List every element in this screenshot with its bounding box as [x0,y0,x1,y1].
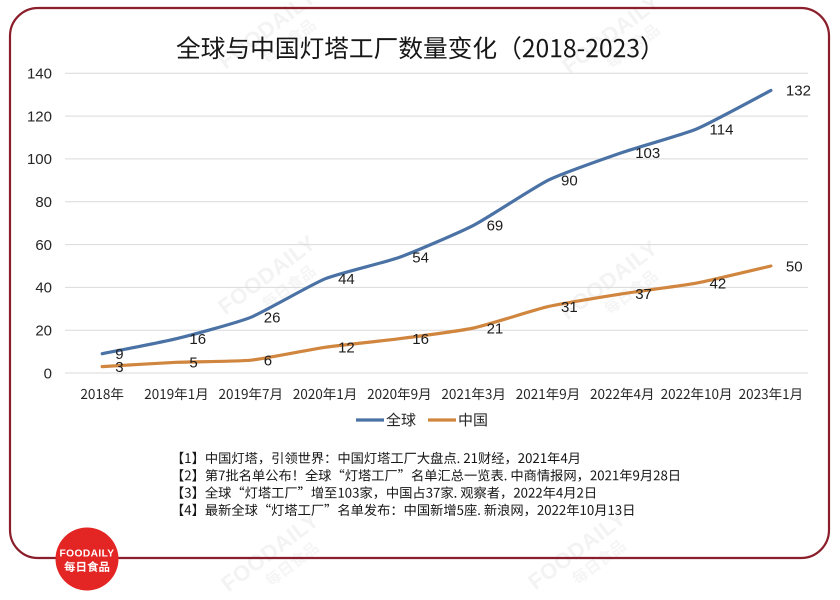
svg-text:132: 132 [786,83,811,100]
svg-text:37: 37 [635,286,652,303]
svg-text:103: 103 [635,145,660,162]
svg-text:21: 21 [487,320,504,337]
svg-text:FOODAILY: FOODAILY [213,230,320,320]
svg-text:16: 16 [189,331,206,348]
svg-text:FOODAILY: FOODAILY [216,507,323,597]
svg-text:40: 40 [35,280,52,297]
svg-text:44: 44 [338,271,355,288]
svg-text:FOODAILY: FOODAILY [523,505,630,595]
svg-text:6: 6 [264,353,272,370]
svg-text:60: 60 [35,237,52,254]
svg-text:5: 5 [189,355,197,372]
svg-text:FOODAILY: FOODAILY [60,549,115,560]
svg-text:26: 26 [264,310,281,327]
svg-text:42: 42 [710,275,727,292]
svg-text:69: 69 [487,218,504,235]
svg-text:16: 16 [412,331,429,348]
svg-text:12: 12 [338,340,355,357]
svg-text:50: 50 [786,258,803,275]
svg-text:114: 114 [710,121,734,138]
svg-text:100: 100 [27,151,52,168]
svg-text:31: 31 [561,299,578,316]
svg-text:9: 9 [115,346,123,363]
svg-text:80: 80 [35,194,52,211]
svg-text:90: 90 [561,173,578,190]
svg-text:54: 54 [412,250,429,267]
svg-text:0: 0 [44,365,52,382]
svg-text:120: 120 [27,108,52,125]
svg-text:FOODAILY: FOODAILY [213,0,320,74]
svg-text:20: 20 [35,323,52,340]
svg-text:140: 140 [27,66,52,83]
svg-text:3: 3 [115,359,123,376]
